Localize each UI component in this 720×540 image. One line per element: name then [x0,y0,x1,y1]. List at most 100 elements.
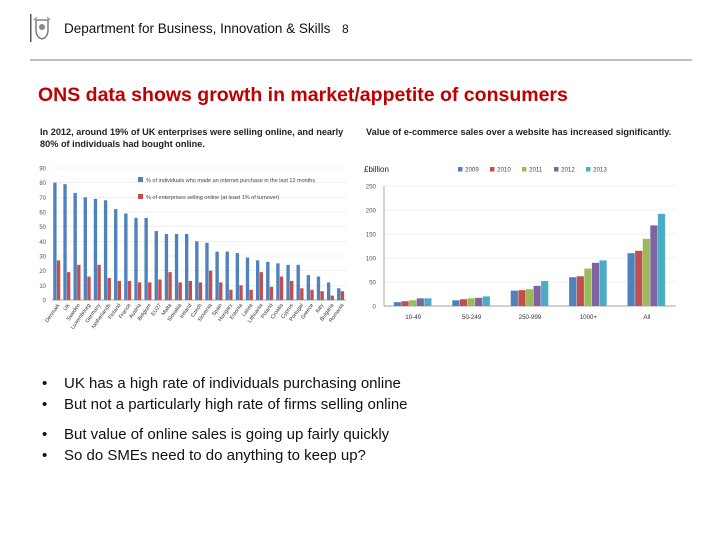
y-tick-label: 80 [39,181,46,187]
bar [266,261,270,300]
page-number: 8 [342,22,349,36]
y-tick-label: 70 [39,196,46,202]
bar [168,272,172,300]
bar [541,281,549,306]
bar [525,289,534,306]
bar [533,285,541,306]
category-label: UK [63,302,72,312]
bar [316,276,321,300]
bar [459,299,468,306]
royal-crest-icon [30,14,51,42]
bar [290,280,294,300]
bar [650,225,658,306]
bar [174,234,179,300]
y-tick-label: 50 [369,280,376,287]
bar [416,298,424,306]
bar [219,282,223,300]
bar [208,270,213,300]
bar [401,301,409,306]
legend-swatch [138,194,143,199]
bar [310,289,314,300]
right-chart-caption: Value of e-commerce sales over a website… [366,127,672,137]
bar [269,286,274,300]
bar [296,264,300,300]
bar [137,282,142,300]
bar [144,217,148,300]
bar [409,300,417,306]
bar [195,241,199,300]
bullet-item: So do SMEs need to do anything to keep u… [42,445,682,466]
bar [87,276,91,300]
bar [255,260,260,300]
category-label: 1000+ [580,314,598,321]
y-tick-label: 60 [39,211,46,217]
bar [482,296,490,306]
legend-swatch [522,167,527,172]
bar [235,253,240,300]
category-label: EU27 [150,303,163,318]
y-tick-label: 20 [39,269,46,275]
bar [510,290,518,306]
category-label: Italy [315,302,326,314]
bar [569,277,577,306]
bar [518,290,526,306]
bullet-item: But not a particularly high rate of firm… [42,394,682,415]
bar [330,295,334,300]
legend-entry: 2011 [529,167,543,174]
bar [467,298,475,306]
y-tick-label: 250 [366,184,377,191]
bullet-item: But value of online sales is going up fa… [42,424,682,445]
bar [73,192,77,300]
bar [185,234,189,300]
bar [164,234,169,300]
bar [306,275,311,300]
bar [591,262,600,306]
legend-entry: 2013 [593,167,607,174]
bar [337,288,341,300]
y-tick-label: 30 [39,255,46,261]
bar [340,291,345,300]
bar [245,257,250,300]
slide-header: Department for Business, Innovation & Sk… [0,0,720,58]
category-label: 250-999 [519,314,542,321]
legend-entry: 2012 [561,167,575,174]
bar [67,272,71,300]
bar [158,279,162,300]
y-tick-label: 90 [39,167,46,173]
bar [127,280,132,300]
bar [83,197,87,300]
bar [259,272,263,300]
bar [276,263,280,300]
category-label: 50-249 [462,314,482,321]
legend-swatch [458,167,463,172]
bar [53,182,57,300]
y-tick-label: 0 [43,299,47,305]
bar [205,242,209,300]
bar [452,300,460,306]
y-tick-label: 200 [366,208,377,215]
bar [393,302,402,306]
bar [599,260,607,306]
department-name: Department for Business, Innovation & Sk… [64,21,331,36]
left-chart-caption: In 2012, around 19% of UK enterprises we… [40,127,344,149]
y-axis-label: £billion [364,165,389,174]
category-label: 10-49 [405,314,421,321]
bullet-list: UK has a high rate of individuals purcha… [42,373,682,466]
y-tick-label: 40 [39,240,46,246]
y-tick-label: 150 [366,232,377,239]
bar [279,276,284,300]
legend-entry: 2010 [497,167,511,174]
category-label: Denmark [44,302,62,324]
bar [249,289,253,300]
legend-entry: % of enterprises selling online (at leas… [146,195,279,201]
bar [225,251,229,300]
legend-entry: % of individuals who made an internet pu… [146,178,315,184]
bar [154,231,158,300]
bar [320,291,324,300]
bar [103,200,108,300]
bar [215,251,219,300]
slide-title: ONS data shows growth in market/appetite… [38,84,568,106]
bar [188,280,193,300]
bar [635,250,643,306]
